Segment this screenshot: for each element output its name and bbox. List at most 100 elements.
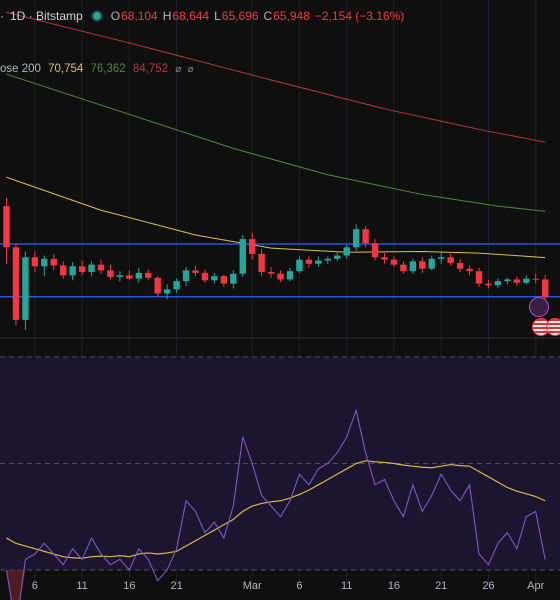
candle-body [239, 239, 246, 274]
close-value: 65,948 [273, 9, 310, 23]
candle-body [390, 259, 398, 265]
time-axis[interactable]: 6 11 16 21 Mar 6 11 16 21 26 Apr [32, 580, 545, 592]
candle-body [485, 283, 492, 286]
time-axis-label: 11 [76, 580, 87, 592]
candle-body [419, 261, 426, 269]
rsi-oversold-fill [0, 570, 35, 600]
candle-body [116, 275, 124, 277]
candle-body [31, 257, 39, 267]
eye-off-icon[interactable]: ⌀ [187, 64, 194, 75]
symbol-fragment[interactable]: · [0, 9, 4, 23]
moving-average-lines [6, 11, 546, 259]
low-key: L [214, 9, 221, 23]
time-axis-label: Mar [243, 580, 262, 592]
candle-body [523, 278, 530, 283]
close-key: C [263, 9, 273, 23]
candle-body [135, 272, 142, 279]
candle-body [362, 229, 369, 244]
candle-body [192, 270, 199, 273]
candle-body [88, 264, 95, 273]
eye-off-icon[interactable]: ⌀ [175, 64, 182, 75]
candle-body [286, 271, 294, 280]
candle-body [352, 229, 360, 248]
rsi-ma-line [6, 460, 546, 559]
candle-body [107, 270, 114, 277]
symbol-legend: · 1D · Bitstamp O 68,104 H 68,644 L 65,696 … [0, 9, 409, 23]
candlesticks [3, 197, 549, 330]
ma-line [6, 176, 546, 259]
candle-body [381, 257, 388, 260]
ma-legend-label: ose 200 [0, 63, 41, 75]
candle-body [447, 257, 454, 263]
candle-body [3, 206, 10, 248]
interval-exchange[interactable]: 1D · Bitstamp [10, 9, 83, 23]
candle-body [343, 247, 350, 256]
candle-body [126, 275, 133, 279]
time-axis-label: 21 [435, 580, 447, 592]
candle-body [78, 266, 86, 273]
candle-body [97, 264, 105, 271]
candle-body [532, 278, 539, 280]
candle-body [220, 276, 228, 284]
candle-body [466, 268, 473, 272]
candle-body [258, 253, 265, 273]
candle-body [230, 273, 237, 284]
candle-body [541, 279, 549, 298]
change-value: −2,154 (−3.16%) [314, 9, 405, 23]
time-axis-label: 6 [32, 580, 38, 592]
candle-body [163, 289, 171, 294]
candle-body [12, 247, 20, 320]
high-key: H [162, 9, 172, 23]
candle-body [50, 258, 57, 266]
candle-body [494, 281, 502, 286]
candle-body [145, 272, 152, 278]
low-value: 65,696 [221, 9, 259, 23]
candle-body [22, 257, 29, 320]
candle-body [182, 270, 190, 282]
time-axis-label: 26 [482, 580, 494, 592]
ma-value-3: 84,752 [132, 63, 169, 75]
time-axis-label: 11 [341, 580, 352, 592]
candle-body [41, 258, 48, 267]
us-flag-icon[interactable] [546, 318, 560, 336]
candle-body [456, 262, 464, 269]
candle-body [173, 281, 180, 290]
candle-body [504, 279, 511, 282]
time-axis-label: 6 [296, 580, 302, 592]
candle-body [211, 276, 218, 281]
time-axis-label: 16 [388, 580, 400, 592]
candle-body [154, 277, 161, 294]
high-value: 68,644 [172, 9, 210, 23]
market-status-icon [90, 10, 103, 22]
event-badge-icon[interactable] [529, 297, 549, 317]
ma-value-1: 70,754 [48, 63, 84, 75]
candle-body [249, 239, 256, 254]
rsi-line [5, 408, 546, 600]
candle-body [475, 271, 483, 284]
candle-body [428, 258, 435, 269]
candle-body [334, 255, 341, 259]
candle-body [315, 260, 322, 264]
ma-value-2: 76,362 [90, 63, 126, 75]
candle-body [409, 261, 417, 272]
candle-body [296, 259, 303, 272]
time-axis-label: 16 [123, 580, 135, 592]
candle-body [371, 243, 379, 258]
open-value: 68,104 [121, 9, 158, 23]
candle-body [305, 259, 313, 264]
rsi-guide-lines [0, 356, 560, 571]
horizontal-levels[interactable] [0, 243, 560, 298]
time-axis-label: 21 [170, 580, 182, 592]
ma-line [6, 11, 546, 143]
candle-body [400, 264, 407, 272]
candle-body [201, 272, 209, 281]
ma-legend[interactable]: ose 200 70,754 76,362 84,752 ⌀ ⌀ [0, 63, 197, 75]
time-axis-label: Apr [527, 580, 544, 592]
rsi-pane [0, 356, 560, 600]
candle-body [267, 272, 275, 274]
candle-body [277, 273, 284, 280]
candle-body [438, 257, 445, 259]
candle-body [513, 279, 520, 283]
